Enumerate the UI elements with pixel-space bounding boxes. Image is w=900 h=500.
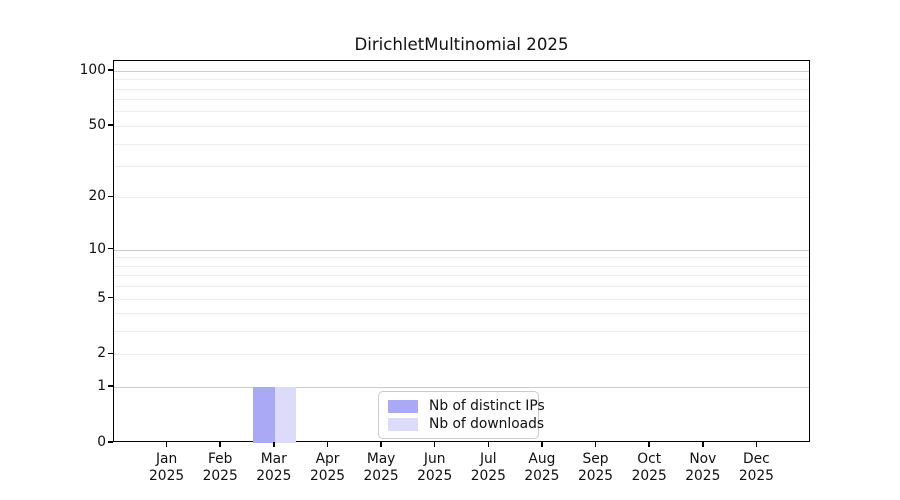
x-tick-month: Feb [207, 451, 233, 467]
x-axis-tick [433, 442, 436, 447]
x-axis-tick [648, 442, 650, 447]
x-axis-tick [487, 442, 490, 447]
y-gridline-major [114, 249, 809, 251]
legend-item-downloads: Nb of downloads [388, 415, 544, 433]
x-tick-year: 2025 [631, 467, 667, 484]
x-tick-month: Jun [423, 451, 446, 467]
legend-label-distinct-ips: Nb of distinct IPs [429, 398, 545, 414]
y-axis-tick-label: 0 [97, 434, 106, 450]
x-axis-tick [541, 442, 543, 447]
y-axis-tick-label: 20 [88, 188, 106, 205]
y-gridline-minor [114, 166, 809, 167]
y-axis-tick-label: 2 [97, 345, 106, 362]
x-axis-tick-label-dec: Dec 2025 [726, 451, 786, 484]
x-axis-tick-label-sep: Sep 2025 [566, 451, 626, 484]
x-axis-tick-label-jul: Jul 2025 [458, 451, 518, 484]
x-tick-month: Dec [743, 451, 770, 467]
y-axis-tick-label: 50 [88, 116, 106, 133]
y-gridline-minor [114, 313, 809, 315]
x-tick-month: Sep [582, 451, 609, 467]
x-axis-tick [594, 442, 597, 447]
y-gridline-minor [114, 354, 809, 356]
x-axis-tick [380, 442, 382, 447]
bar-distinct-ips-mar [253, 387, 275, 443]
x-axis-tick [219, 442, 221, 447]
y-gridline-minor [114, 286, 809, 288]
y-axis-tick-label: 100 [79, 61, 106, 78]
y-gridline-minor [114, 143, 809, 145]
x-tick-year: 2025 [524, 467, 560, 484]
x-axis-tick [755, 442, 758, 447]
y-axis-tick-label: 1 [97, 378, 106, 395]
x-tick-year: 2025 [309, 467, 346, 484]
y-gridline-minor [114, 265, 809, 267]
x-tick-month: Nov [689, 451, 717, 467]
x-tick-month: Oct [637, 451, 662, 467]
x-tick-year: 2025 [685, 467, 721, 484]
legend-label-downloads: Nb of downloads [429, 416, 545, 432]
legend-item-distinct-ips: Nb of distinct IPs [388, 397, 545, 415]
y-axis-tick-label: 5 [97, 289, 106, 306]
legend-swatch-downloads [388, 417, 418, 431]
x-tick-month: Apr [315, 451, 340, 467]
x-tick-month: May [366, 451, 396, 467]
bar-downloads-mar [274, 387, 297, 443]
y-gridline-minor [114, 88, 809, 90]
x-axis-tick-label-jun: Jun 2025 [405, 451, 465, 484]
x-tick-year: 2025 [470, 467, 506, 484]
x-tick-year: 2025 [256, 467, 292, 484]
plot-area [113, 60, 810, 443]
x-tick-year: 2025 [738, 467, 774, 484]
y-gridline-minor [114, 111, 809, 113]
x-axis-tick-label-aug: Aug 2025 [512, 451, 572, 484]
x-tick-month: Aug [528, 451, 556, 467]
x-axis-tick-label-may: May 2025 [351, 451, 411, 484]
x-axis-tick-label-apr: Apr 2025 [298, 451, 358, 484]
y-axis-tick-label: 10 [88, 240, 106, 257]
x-tick-month: Jul [479, 451, 497, 467]
x-tick-year: 2025 [417, 467, 453, 484]
x-axis-tick-label-oct: Oct 2025 [619, 451, 679, 484]
y-gridline-minor [114, 257, 809, 259]
x-axis-tick [326, 442, 329, 447]
y-gridline-minor [114, 99, 809, 101]
x-tick-year: 2025 [149, 467, 185, 484]
y-gridline-major [114, 70, 809, 72]
x-tick-month: Mar [260, 451, 287, 467]
x-tick-month: Jan [155, 451, 178, 467]
legend: Nb of distinct IPs Nb of downloads [378, 391, 545, 439]
x-axis-tick-label-feb: Feb 2025 [190, 451, 250, 484]
y-gridline-minor [114, 197, 809, 199]
y-gridline-minor [114, 275, 809, 277]
legend-swatch-distinct-ips [388, 399, 418, 413]
x-axis-tick-label-mar: Mar 2025 [244, 451, 304, 484]
x-tick-year: 2025 [577, 467, 614, 484]
bars-layer [114, 61, 809, 443]
y-gridline-minor [114, 125, 809, 127]
chart-title: DirichletMultinomial 2025 [354, 35, 569, 54]
y-gridline-minor [114, 79, 809, 81]
x-axis-tick [165, 442, 168, 447]
x-tick-year: 2025 [363, 467, 399, 484]
y-gridline-minor [114, 298, 809, 300]
x-axis-tick-label-nov: Nov 2025 [673, 451, 733, 484]
x-axis-tick [702, 442, 704, 447]
y-gridline-major [114, 387, 809, 389]
x-axis-tick-label-jan: Jan 2025 [137, 451, 197, 484]
grid-layer [114, 61, 809, 441]
y-gridline-minor [114, 331, 809, 333]
x-tick-year: 2025 [202, 467, 238, 484]
